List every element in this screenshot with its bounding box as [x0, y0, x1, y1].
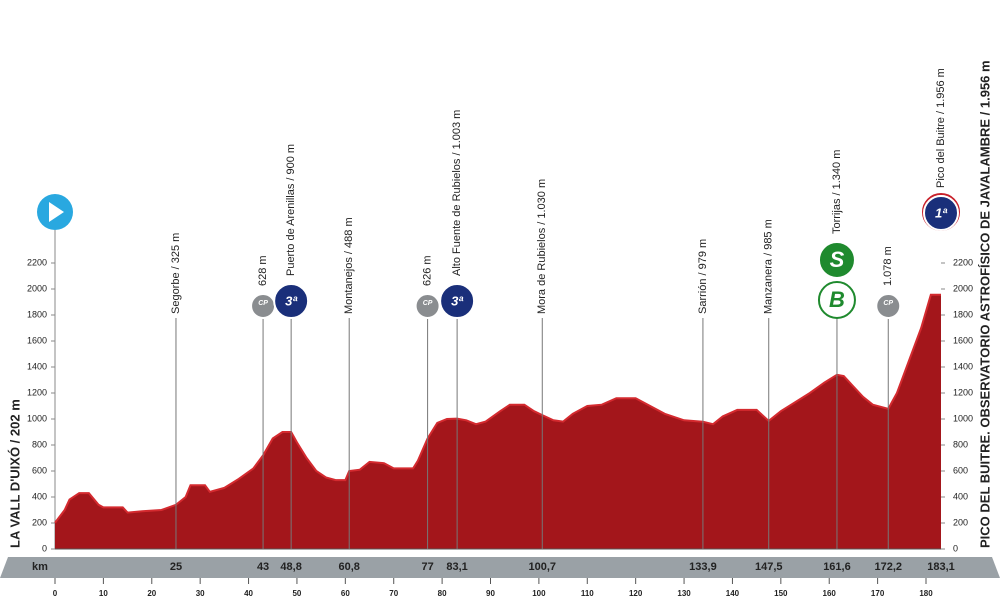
x-tick-label: 80: [438, 589, 447, 598]
y-tick-label: 0: [42, 543, 47, 553]
waypoint-label: Alto Fuente de Rubielos / 1.003 m: [451, 110, 463, 276]
y-tick-label: 1200: [27, 387, 47, 397]
km-band: [0, 557, 1000, 578]
x-tick-label: 40: [244, 589, 253, 598]
start-label: LA VALL D'UIXÓ / 202 m: [7, 399, 22, 548]
y-tick-label: 1400: [27, 361, 47, 371]
x-tick-label: 140: [726, 589, 740, 598]
y-tick-label-right: 800: [953, 439, 968, 449]
waypoint-label: Montanejos / 488 m: [343, 217, 355, 314]
waypoint-km: 48,8: [280, 561, 301, 573]
y-tick-label: 200: [32, 517, 47, 527]
waypoint-km: 133,9: [689, 561, 717, 573]
waypoint-icon: [875, 293, 902, 319]
x-tick-label: 150: [774, 589, 788, 598]
waypoint-icon-text: 3ª: [285, 293, 298, 308]
waypoint-icon: [273, 283, 310, 319]
waypoint-km: 25: [170, 561, 182, 573]
waypoint-icon-text: CP: [423, 300, 433, 307]
waypoint-icon-text: CP: [258, 300, 268, 307]
y-tick-label-right: 600: [953, 465, 968, 475]
profile-area: [55, 294, 941, 549]
waypoint-km: 161,6: [823, 561, 851, 573]
waypoint-label: Torrijas / 1.340 m: [831, 150, 843, 234]
y-tick-label-right: 2200: [953, 257, 973, 267]
y-tick-label: 400: [32, 491, 47, 501]
waypoint-label: Puerto de Arenillas / 900 m: [285, 144, 297, 276]
x-tick-label: 130: [677, 589, 691, 598]
waypoint-label: 628 m: [257, 255, 269, 286]
x-tick-label: 30: [196, 589, 205, 598]
waypoint-km: 183,1: [927, 561, 955, 573]
x-tick-label: 10: [99, 589, 108, 598]
waypoint-km: 100,7: [529, 561, 557, 573]
x-tick-label: 50: [292, 589, 301, 598]
waypoint-label: 626 m: [422, 255, 434, 286]
waypoint-icon-text: S: [830, 247, 845, 272]
waypoint-icon-text: B: [829, 287, 845, 312]
x-tick-label: 120: [629, 589, 643, 598]
waypoint-label: Manzanera / 985 m: [763, 219, 775, 314]
x-tick-label: 70: [389, 589, 398, 598]
waypoint-km: 83,1: [446, 561, 467, 573]
y-tick-label: 800: [32, 439, 47, 449]
x-tick-label: 110: [581, 589, 594, 598]
x-tick-label: 180: [919, 589, 933, 598]
x-tick-label: 20: [147, 589, 156, 598]
waypoint-km: 147,5: [755, 561, 783, 573]
waypoint-km: 77: [421, 561, 433, 573]
y-tick-label: 2000: [27, 283, 47, 293]
waypoint-icon-text: 1ª: [935, 205, 948, 220]
waypoint-label: Segorbe / 325 m: [170, 233, 182, 314]
finish-label: PICO DEL BUITRE. OBSERVATORIO ASTROFÍSIC…: [977, 60, 992, 548]
y-tick-label-right: 1000: [953, 413, 973, 423]
y-tick-label-right: 1200: [953, 387, 973, 397]
y-tick-label-right: 0: [953, 543, 958, 553]
y-tick-label-right: 1400: [953, 361, 973, 371]
y-tick-label: 1000: [27, 413, 47, 423]
x-tick-label: 90: [486, 589, 495, 598]
waypoint-icon-text: CP: [883, 300, 893, 307]
waypoint-label: 1.078 m: [882, 246, 894, 286]
waypoint-icon: [923, 195, 959, 231]
y-tick-label-right: 400: [953, 491, 968, 501]
waypoint-km: 172,2: [874, 561, 902, 573]
x-tick-label: 160: [823, 589, 837, 598]
waypoint-label: Sarrión / 979 m: [697, 239, 709, 314]
waypoint-label: Pico del Buitre / 1.956 m: [935, 68, 947, 188]
x-tick-label: 0: [53, 589, 58, 598]
y-tick-label: 600: [32, 465, 47, 475]
waypoint-icon: [439, 283, 476, 319]
km-title: km: [32, 561, 48, 573]
waypoint-icon-text: 3ª: [451, 293, 464, 308]
waypoint-icon: [817, 241, 856, 279]
y-tick-label: 1800: [27, 309, 47, 319]
y-tick-label-right: 1600: [953, 335, 973, 345]
y-tick-label-right: 2000: [953, 283, 973, 293]
x-tick-label: 170: [871, 589, 885, 598]
waypoint-label: Mora de Rubielos / 1.030 m: [536, 179, 548, 314]
y-tick-label-right: 200: [953, 517, 968, 527]
waypoint-km: 43: [257, 561, 269, 573]
waypoint-icon: [414, 293, 441, 319]
x-tick-label: 100: [532, 589, 546, 598]
y-tick-label: 2200: [27, 257, 47, 267]
waypoint-icon: [817, 281, 856, 319]
waypoint-km: 60,8: [338, 561, 359, 573]
y-tick-label-right: 1800: [953, 309, 973, 319]
y-tick-label: 1600: [27, 335, 47, 345]
x-tick-label: 60: [341, 589, 350, 598]
start-marker: [37, 194, 73, 549]
